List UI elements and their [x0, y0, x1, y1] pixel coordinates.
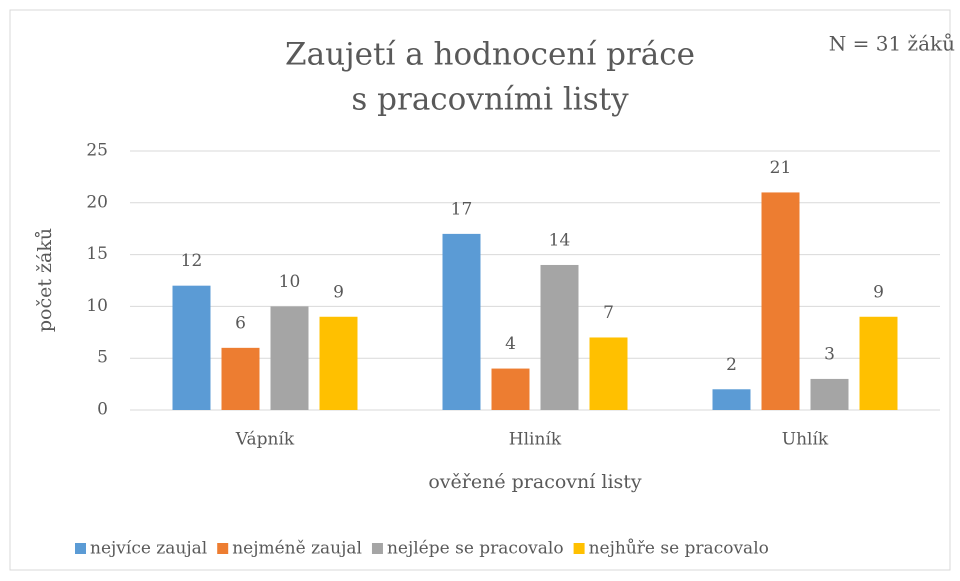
- legend-label: nejhůře se pracovalo: [589, 539, 769, 559]
- bar: [491, 368, 530, 410]
- legend-swatch: [371, 543, 383, 554]
- chart-title: Zaujetí a hodnocení práce: [285, 37, 695, 73]
- y-tick-label: 25: [86, 141, 108, 161]
- bar: [221, 347, 260, 410]
- data-label: 10: [279, 272, 301, 292]
- data-label: 12: [181, 251, 203, 271]
- y-axis-label: počet žáků: [34, 228, 56, 332]
- data-label: 14: [549, 230, 571, 250]
- bar: [172, 285, 211, 410]
- x-tick-label: Uhlík: [782, 430, 829, 450]
- data-label: 17: [451, 199, 473, 219]
- legend-label: nejméně zaujal: [232, 539, 362, 559]
- legend-label: nejlépe se pracovalo: [387, 539, 564, 559]
- bar: [859, 316, 898, 410]
- bar: [810, 378, 849, 410]
- bar: [712, 389, 751, 410]
- bar: [270, 306, 309, 410]
- y-tick-label: 10: [86, 296, 108, 316]
- x-tick-label: Hliník: [509, 430, 562, 450]
- y-tick-label: 20: [86, 192, 108, 212]
- data-label: 9: [333, 282, 344, 302]
- legend-swatch: [75, 543, 86, 554]
- data-label: 2: [726, 355, 737, 375]
- x-tick-label: Vápník: [235, 430, 295, 450]
- bar: [761, 192, 800, 410]
- data-label: 9: [873, 282, 884, 302]
- bar: [540, 264, 579, 410]
- data-label: 3: [824, 344, 835, 364]
- y-tick-label: 15: [86, 244, 108, 264]
- y-tick-label: 5: [97, 348, 108, 368]
- legend-swatch: [573, 543, 585, 554]
- x-axis-label: ověřené pracovní listy: [428, 471, 642, 493]
- bar: [442, 233, 481, 410]
- annotation: N = 31 žáků: [829, 32, 955, 56]
- legend-label: nejvíce zaujal: [90, 539, 207, 559]
- data-label: 7: [603, 303, 614, 323]
- bar: [589, 337, 628, 410]
- legend-swatch: [217, 543, 229, 554]
- data-label: 21: [770, 158, 792, 178]
- data-label: 6: [235, 313, 246, 333]
- data-label: 4: [505, 334, 516, 354]
- y-tick-label: 0: [97, 400, 108, 420]
- chart-title: s pracovními listy: [351, 82, 629, 118]
- bar: [319, 316, 358, 410]
